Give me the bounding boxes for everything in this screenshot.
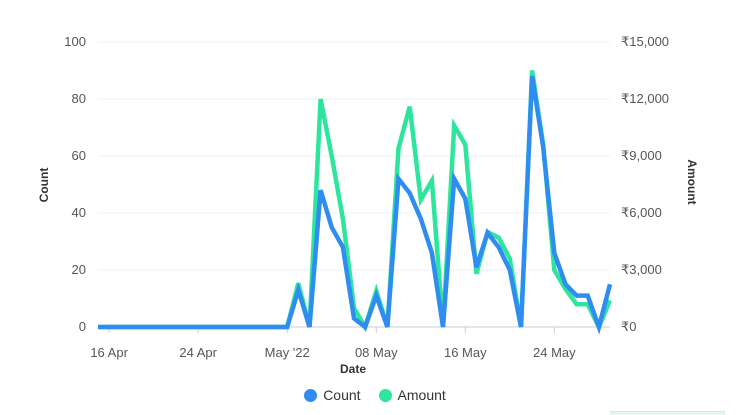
- legend-marker-count: [304, 388, 318, 402]
- legend-label-amount: Amount: [397, 387, 446, 403]
- right-axis-ticks: ₹0 ₹3,000 ₹6,000 ₹9,000 ₹12,000 ₹15,000: [621, 34, 669, 334]
- left-tick-label: 20: [72, 262, 86, 277]
- right-tick-label: ₹3,000: [621, 262, 662, 277]
- legend-label-count: Count: [323, 387, 361, 403]
- left-tick-label: 40: [72, 205, 86, 220]
- left-tick-label: 100: [64, 34, 86, 49]
- legend-item-count[interactable]: Count: [304, 387, 361, 403]
- left-tick-label: 80: [72, 91, 86, 106]
- right-tick-label: ₹9,000: [621, 148, 662, 163]
- right-axis-title: Amount: [685, 159, 699, 204]
- series-lines: [98, 70, 613, 335]
- left-tick-label: 0: [79, 319, 86, 334]
- x-tick-label: 08 May: [355, 345, 398, 360]
- x-tick-label: 24 May: [533, 345, 576, 360]
- left-tick-label: 60: [72, 148, 86, 163]
- series-line-amount[interactable]: [98, 70, 613, 333]
- x-tick-label: 16 May: [444, 345, 487, 360]
- x-axis-ticks: 16 Apr 24 Apr May '22 08 May 16 May 24 May: [90, 327, 576, 360]
- x-tick-label: 16 Apr: [90, 345, 128, 360]
- corner-decoration: [610, 411, 725, 415]
- legend-item-amount[interactable]: Amount: [378, 387, 446, 403]
- left-axis-title: Count: [37, 168, 51, 203]
- legend-marker-amount: [378, 388, 392, 402]
- legend: Count Amount: [0, 387, 750, 403]
- x-tick-label: 24 Apr: [179, 345, 217, 360]
- right-tick-label: ₹15,000: [621, 34, 669, 49]
- x-tick-label: May '22: [265, 345, 310, 360]
- x-axis-title: Date: [340, 362, 366, 376]
- series-line-count[interactable]: [98, 75, 613, 335]
- right-tick-label: ₹6,000: [621, 205, 662, 220]
- left-axis-ticks: 0 20 40 60 80 100: [64, 34, 86, 334]
- right-tick-label: ₹12,000: [621, 91, 669, 106]
- right-tick-label: ₹0: [621, 319, 637, 334]
